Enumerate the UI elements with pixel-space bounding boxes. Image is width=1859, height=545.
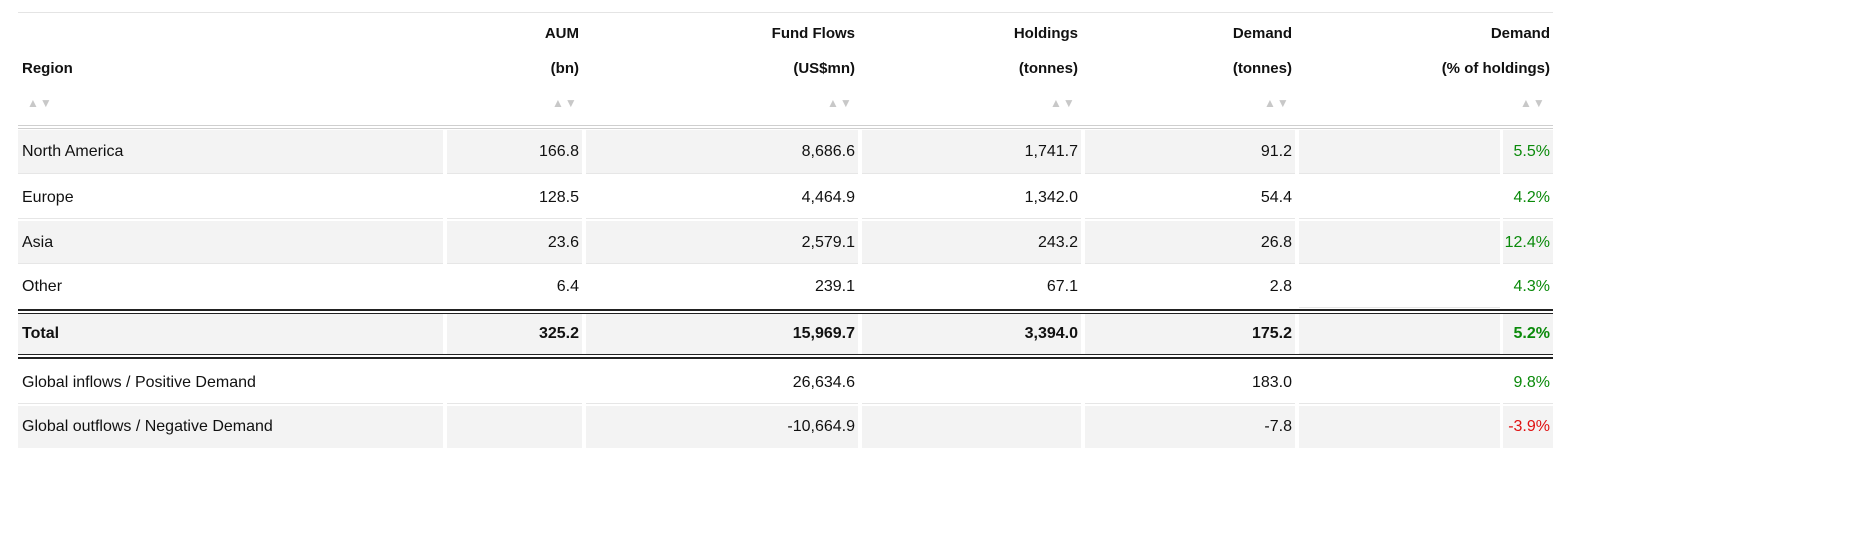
row-label: Other <box>18 266 443 308</box>
cell-background <box>1299 266 1500 308</box>
divider <box>18 309 1553 311</box>
row-label: Global outflows / Negative Demand <box>18 406 443 448</box>
table-cell: 4.3% <box>1503 266 1553 308</box>
divider <box>18 357 1553 359</box>
table-cell: 4,464.9 <box>586 176 858 219</box>
sort-icon[interactable]: ▲▼ <box>827 96 853 110</box>
column-header: (% of holdings) <box>1441 60 1550 77</box>
table-cell: 26,634.6 <box>586 361 858 404</box>
row-label: Asia <box>18 221 443 264</box>
row-label: Global inflows / Positive Demand <box>18 361 443 404</box>
table-cell: 54.4 <box>1085 176 1295 219</box>
cell-background <box>1299 130 1500 174</box>
cell-background <box>1299 314 1500 354</box>
row-label: Europe <box>18 176 443 219</box>
cell-background <box>1299 361 1500 404</box>
table-cell: 23.6 <box>447 221 582 264</box>
table-cell: 91.2 <box>1085 130 1295 174</box>
table-cell <box>447 406 582 448</box>
table-cell: 5.2% <box>1503 314 1553 354</box>
sort-icon[interactable]: ▲▼ <box>1520 96 1546 110</box>
table-cell: 243.2 <box>862 221 1081 264</box>
column-header: (tonnes) <box>1232 60 1292 77</box>
column-header: (US$mn) <box>793 60 855 77</box>
table-cell: 4.2% <box>1503 176 1553 219</box>
table-cell: 175.2 <box>1085 314 1295 354</box>
table-cell: 8,686.6 <box>586 130 858 174</box>
table-cell: 6.4 <box>447 266 582 308</box>
table-cell: 128.5 <box>447 176 582 219</box>
column-header: AUM <box>544 25 579 42</box>
divider <box>18 354 1553 355</box>
divider <box>18 128 1553 129</box>
cell-background <box>1299 406 1500 448</box>
column-header: Demand <box>1490 25 1550 42</box>
table-cell: 15,969.7 <box>586 314 858 354</box>
divider <box>18 12 1553 13</box>
table-cell: 166.8 <box>447 130 582 174</box>
column-header: Demand <box>1232 25 1292 42</box>
sort-icon[interactable]: ▲▼ <box>27 96 53 110</box>
table-cell: 1,342.0 <box>862 176 1081 219</box>
column-header: (bn) <box>550 60 579 77</box>
table-cell: 5.5% <box>1503 130 1553 174</box>
table-cell: 2.8 <box>1085 266 1295 308</box>
row-label: North America <box>18 130 443 174</box>
sort-icon[interactable]: ▲▼ <box>552 96 578 110</box>
table-cell: -3.9% <box>1503 406 1553 448</box>
table-cell: 3,394.0 <box>862 314 1081 354</box>
table-cell <box>447 361 582 404</box>
divider <box>18 125 1553 126</box>
table-cell: 12.4% <box>1503 221 1553 264</box>
table-cell: 325.2 <box>447 314 582 354</box>
table-cell: 26.8 <box>1085 221 1295 264</box>
table-cell: 2,579.1 <box>586 221 858 264</box>
column-header: (tonnes) <box>1018 60 1078 77</box>
sort-icon[interactable]: ▲▼ <box>1264 96 1290 110</box>
table-cell: 239.1 <box>586 266 858 308</box>
divider <box>18 313 1553 314</box>
table-cell: 1,741.7 <box>862 130 1081 174</box>
table-cell <box>862 361 1081 404</box>
table-cell: -7.8 <box>1085 406 1295 448</box>
table-cell: 183.0 <box>1085 361 1295 404</box>
sort-icon[interactable]: ▲▼ <box>1050 96 1076 110</box>
cell-background <box>1299 221 1500 264</box>
column-header: Fund Flows <box>771 25 855 42</box>
table-cell: 9.8% <box>1503 361 1553 404</box>
column-header: Holdings <box>1013 25 1078 42</box>
table-cell: -10,664.9 <box>586 406 858 448</box>
table-cell <box>862 406 1081 448</box>
row-label: Total <box>18 314 443 354</box>
column-header: Region <box>22 60 73 77</box>
cell-background <box>1299 176 1500 219</box>
table-cell: 67.1 <box>862 266 1081 308</box>
